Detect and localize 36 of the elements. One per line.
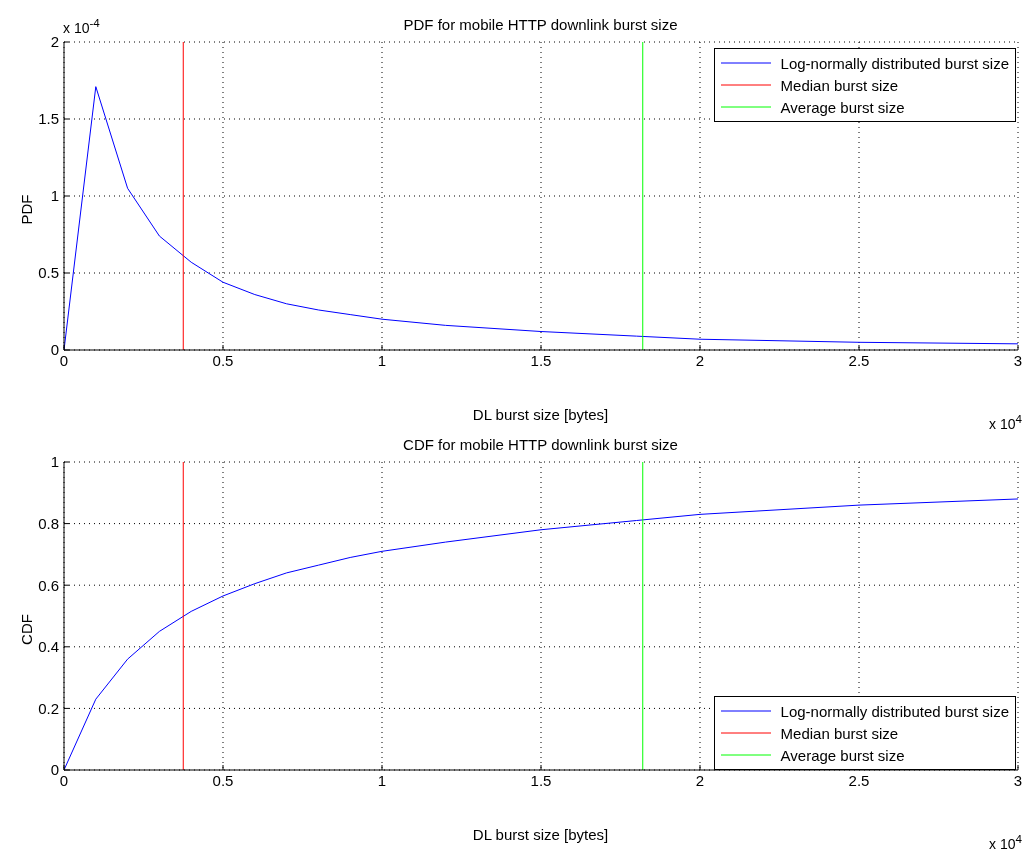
y-tick-label: 0.8 (38, 514, 59, 532)
x-tick-label: 0.5 (212, 351, 234, 369)
x-tick-label: 0.5 (212, 771, 234, 789)
y-tick-label: 1.5 (38, 110, 59, 128)
legend-label: Average burst size (780, 746, 905, 764)
x-tick-label: 2.5 (848, 351, 870, 369)
y-tick-label: 0.5 (38, 264, 59, 282)
legend-label: Median burst size (780, 76, 899, 94)
legend-label: Average burst size (780, 98, 905, 116)
x-tick-label: 2 (695, 351, 705, 369)
y-tick-label: 0.2 (38, 699, 59, 717)
y-tick-label: 2 (50, 33, 59, 51)
legend-label: Log-normally distributed burst size (780, 702, 1009, 720)
x-axis-title: DL burst size [bytes] (472, 406, 609, 423)
y-axis-title: CDF (17, 613, 35, 647)
chart-title: CDF for mobile HTTP downlink burst size (402, 436, 679, 453)
x-axis-title: DL burst size [bytes] (472, 826, 609, 843)
text: x 10$^{4}$ (989, 412, 1022, 432)
x-tick-label: 3 (1013, 351, 1023, 369)
y-tick-label: 0.4 (38, 638, 59, 656)
y-tick-label: 1 (50, 187, 59, 205)
x-tick-label: 1.5 (530, 771, 552, 789)
x-tick-label: 2 (695, 771, 705, 789)
text: x 10$^{4}$ (989, 832, 1022, 852)
x-tick-label: 1 (377, 771, 387, 789)
chart-title: PDF for mobile HTTP downlink burst size (403, 16, 678, 33)
x-tick-label: 1 (377, 351, 387, 369)
x-tick-label: 2.5 (848, 771, 870, 789)
x-tick-label: 1.5 (530, 351, 552, 369)
y-tick-label: 1 (50, 453, 59, 471)
legend-label: Log-normally distributed burst size (780, 54, 1009, 72)
text: x 10$^{-4}$ (63, 16, 100, 36)
y-axis-title: PDF (17, 193, 35, 227)
x-tick-label: 3 (1013, 771, 1023, 789)
legend-label: Median burst size (780, 724, 899, 742)
y-tick-label: 0.6 (38, 576, 59, 594)
